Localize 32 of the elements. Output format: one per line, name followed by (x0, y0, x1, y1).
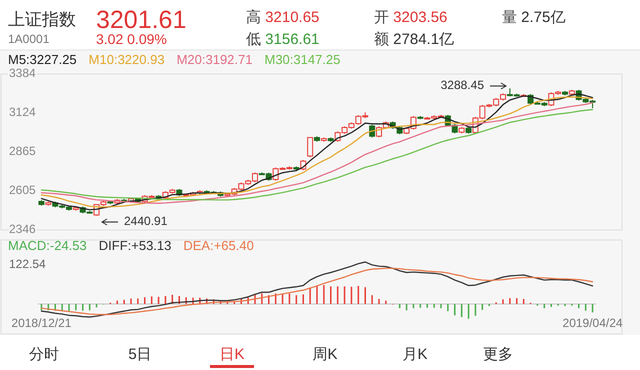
annotation: 2440.91 (124, 214, 168, 228)
text: M10:3220.93 (88, 52, 165, 67)
y-tick-label: 2605 (9, 183, 36, 198)
chart-title: 上证指数 (8, 10, 76, 29)
text: 量 2.75亿 (502, 9, 566, 26)
text: M5:3227.25 (8, 52, 77, 67)
chart-subtitle: 1A0001 (8, 32, 50, 46)
text: 日K (219, 346, 245, 363)
y-tick-label: 3384 (9, 66, 36, 80)
text: 低 3156.61 (246, 31, 320, 48)
annotation: 122.54 (9, 257, 46, 271)
y-tick-label: 2865 (9, 144, 36, 158)
y-tick-label: 2346 (9, 222, 36, 236)
text: 3.02 0.09% (96, 31, 167, 47)
text: 月K (402, 346, 428, 363)
text: M30:3147.25 (264, 52, 340, 67)
text: MACD:-24.53 (8, 238, 87, 253)
text: 开 3203.56 (374, 9, 448, 26)
text: 3201.61 (96, 6, 186, 34)
text: 更多 (483, 346, 513, 363)
text: 高 3210.65 (246, 9, 320, 26)
text: DIFF:+53.13 (98, 238, 172, 253)
text: 周K (312, 346, 338, 363)
annotation: 3288.45 (440, 78, 484, 92)
x-tick-label: 2018/12/21 (11, 316, 72, 330)
text: DEA:+65.40 (183, 238, 254, 253)
text: M20:3192.71 (176, 52, 252, 67)
text: 5日 (128, 346, 152, 363)
y-tick-label: 3124 (9, 105, 36, 120)
x-tick-label: 2019/04/24 (562, 316, 623, 330)
text: 额 2784.1亿 (374, 31, 454, 48)
text: 分时 (29, 346, 59, 363)
